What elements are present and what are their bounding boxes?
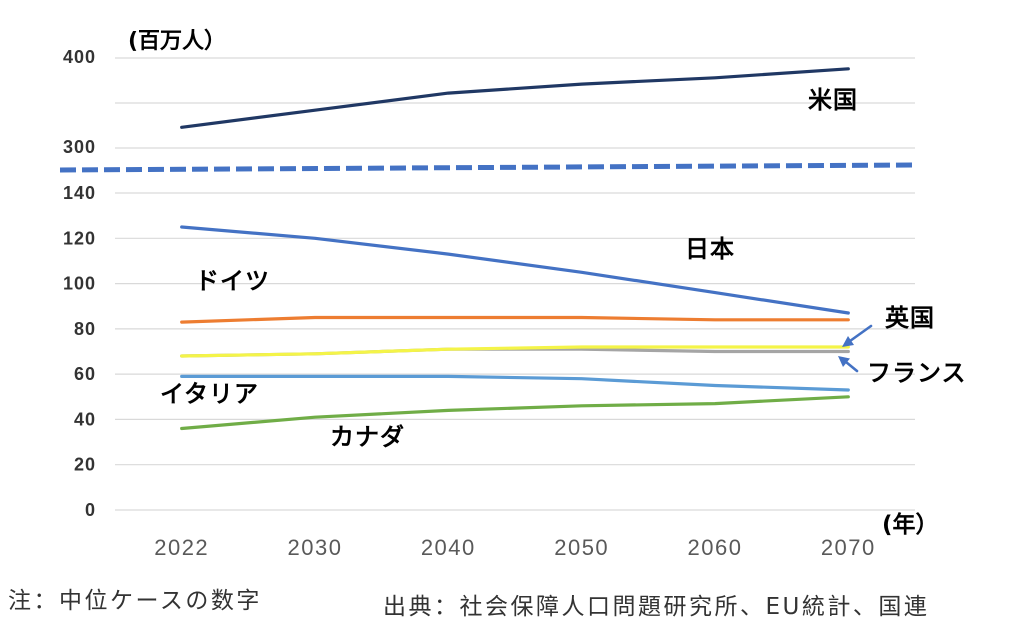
y-tick-label: 120 xyxy=(63,228,96,248)
y-tick-label: 300 xyxy=(63,137,96,157)
y-tick-label: 140 xyxy=(63,183,96,203)
x-axis-unit-label: (年） xyxy=(882,512,939,538)
y-axis-unit-label: (百万人） xyxy=(128,29,227,54)
y-tick-label: 20 xyxy=(74,455,96,475)
france-label-arrow xyxy=(838,356,859,373)
series-lines xyxy=(180,67,850,431)
y-tick-label: 80 xyxy=(74,319,96,339)
x-tick-label: 2070 xyxy=(821,535,876,560)
y-tick-label: 400 xyxy=(63,47,96,67)
y-tick-label: 60 xyxy=(74,364,96,384)
source-note: 出典：社会保障人口問題研究所、EU統計、国連 xyxy=(383,594,930,620)
series-label-germany: ドイツ xyxy=(195,267,270,295)
series-label-us: 米国 xyxy=(808,86,858,114)
uk-label-arrow xyxy=(842,324,873,347)
y-tick-label: 40 xyxy=(74,409,96,429)
series-line-canada xyxy=(180,395,850,431)
x-tick-label: 2022 xyxy=(154,535,209,560)
series-label-italy: イタリア xyxy=(160,380,260,408)
series-label-canada: カナダ xyxy=(330,423,405,451)
series-label-japan: 日本 xyxy=(685,235,735,263)
series-line-germany xyxy=(180,315,850,324)
series-line-italy xyxy=(180,374,850,392)
x-tick-label: 2040 xyxy=(421,535,476,560)
series-line-japan xyxy=(180,225,850,315)
x-tick-label: 2060 xyxy=(688,535,743,560)
y-tick-label: 0 xyxy=(85,500,96,520)
series-label-uk: 英国 xyxy=(885,304,935,332)
x-tick-label: 2050 xyxy=(554,535,609,560)
axis-break-line xyxy=(59,162,913,173)
series-line-uk xyxy=(180,345,850,358)
gridlines xyxy=(115,57,915,511)
series-line-us xyxy=(180,67,850,129)
series-label-france: フランス xyxy=(867,359,967,387)
footnote: 注：中位ケースの数字 xyxy=(8,588,262,614)
y-axis-tick-labels: 400 300 140 120 100 80 60 40 20 0 xyxy=(63,47,96,520)
x-tick-label: 2030 xyxy=(288,535,343,560)
x-axis-tick-labels: 2022 2030 2040 2050 2060 2070 xyxy=(154,535,876,560)
y-tick-label: 100 xyxy=(63,274,96,294)
